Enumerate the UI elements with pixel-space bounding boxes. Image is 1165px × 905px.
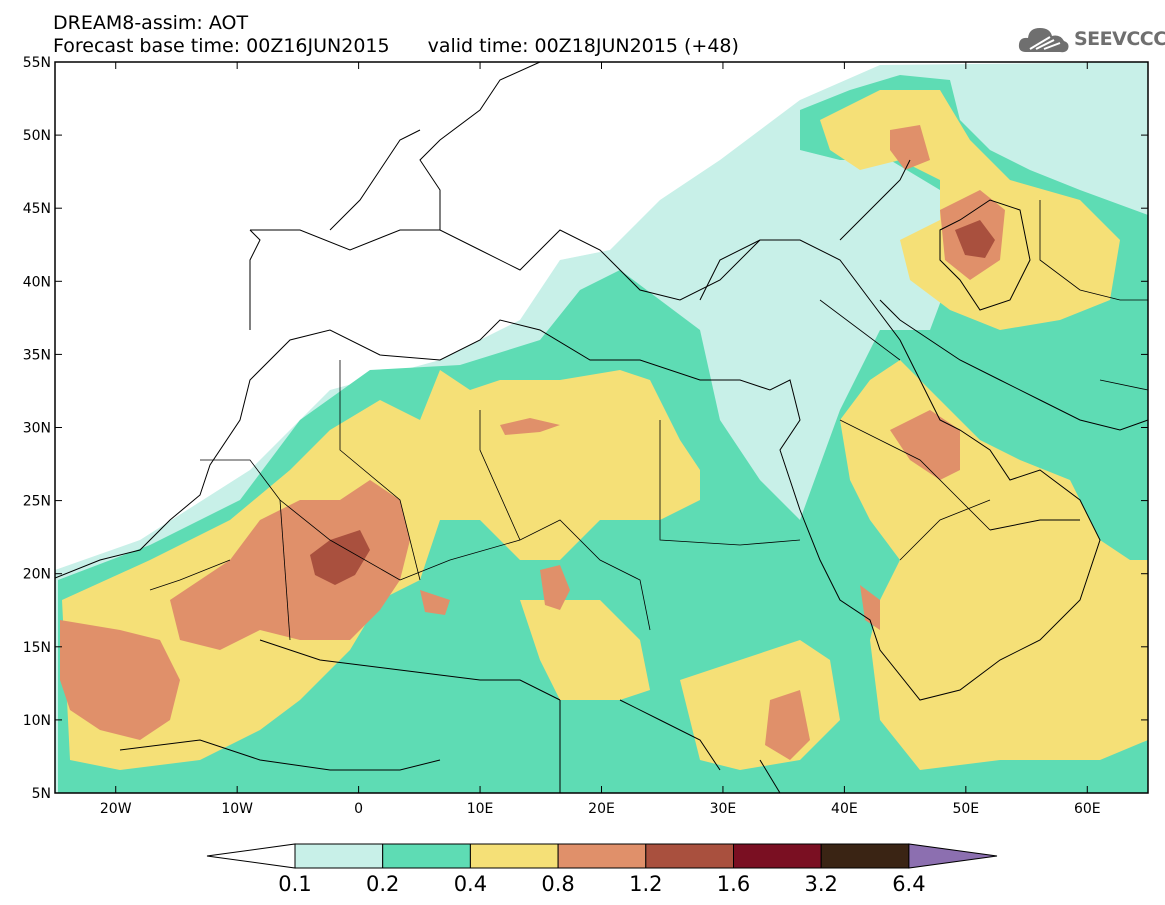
logo-text: SEEVCCC xyxy=(1074,28,1165,50)
colorbar-over-triangle xyxy=(908,843,998,869)
aot-field xyxy=(55,62,1148,793)
colorbar-bin xyxy=(469,843,559,869)
lat-tick-label: 45N xyxy=(23,201,51,217)
colorbar-under-triangle xyxy=(206,843,296,869)
colorbar-label: 1.2 xyxy=(629,872,662,896)
colorbar-bin xyxy=(294,843,384,869)
map-subtitle: Forecast base time: 00Z16JUN2015 valid ti… xyxy=(53,35,739,57)
lon-tick-label: 20E xyxy=(588,801,615,817)
lon-tick-label: 10W xyxy=(221,801,253,817)
aot-band-0.8 xyxy=(60,125,1005,760)
colorbar-label: 0.1 xyxy=(278,872,311,896)
colorbar-label: 3.2 xyxy=(804,872,837,896)
lat-tick-label: 50N xyxy=(23,128,51,144)
colorbar-label: 0.8 xyxy=(541,872,574,896)
lat-tick-label: 55N xyxy=(23,55,51,71)
cloud-icon xyxy=(1018,28,1069,53)
lon-tick-label: 30E xyxy=(710,801,737,817)
lon-tick-label: 0 xyxy=(354,801,363,817)
country-borders xyxy=(149,200,1148,641)
colorbar-label: 6.4 xyxy=(892,872,925,896)
colorbar-bin xyxy=(820,843,910,869)
lon-tick-label: 20W xyxy=(100,801,132,817)
lon-tick-label: 10E xyxy=(467,801,494,817)
map-title: DREAM8-assim: AOT xyxy=(53,12,249,34)
lat-tick-label: 10N xyxy=(23,713,51,729)
coastlines xyxy=(55,62,1148,793)
lat-tick-label: 30N xyxy=(23,421,51,437)
lon-axis: 20W 10W 0 10E 20E 30E 40E 50E 60E xyxy=(100,62,1101,817)
colorbar-bin xyxy=(645,843,734,869)
lon-tick-label: 60E xyxy=(1074,801,1101,817)
colorbar-label: 1.6 xyxy=(717,872,750,896)
colorbar-bin xyxy=(382,843,471,869)
colorbar-bin xyxy=(733,843,822,869)
colorbar-label: 0.2 xyxy=(366,872,399,896)
colorbar-label: 0.4 xyxy=(454,872,487,896)
lat-tick-label: 5N xyxy=(32,786,51,802)
lon-tick-label: 40E xyxy=(831,801,858,817)
lat-axis: 55N 50N 45N 40N 35N 30N 25N 20N 15N 10N 5N xyxy=(23,55,1148,802)
lat-tick-label: 40N xyxy=(23,274,51,290)
valid-time: valid time: 00Z18JUN2015 (+48) xyxy=(427,35,739,57)
lat-tick-label: 25N xyxy=(23,494,51,510)
colorbar-bin xyxy=(557,843,647,869)
forecast-base-time: Forecast base time: 00Z16JUN2015 xyxy=(53,35,390,57)
lon-tick-label: 50E xyxy=(952,801,979,817)
lat-tick-label: 15N xyxy=(23,640,51,656)
lat-tick-label: 35N xyxy=(23,347,51,363)
lat-tick-label: 20N xyxy=(23,567,51,583)
seevccc-logo: SEEVCCC xyxy=(1016,22,1165,58)
aot-band-1.2 xyxy=(310,220,995,585)
